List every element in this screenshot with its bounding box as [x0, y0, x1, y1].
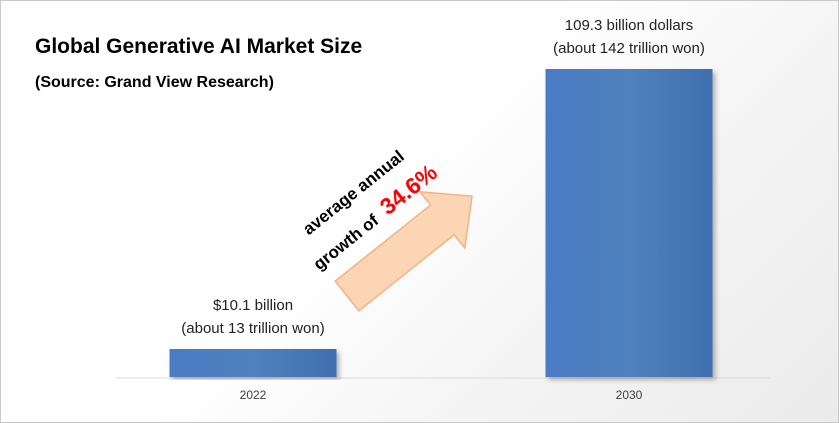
tick-labels-group: 2022 2030 [240, 388, 643, 402]
x-tick-label-2030: 2030 [616, 388, 643, 402]
data-label-2030-line2: (about 142 trillion won) [553, 40, 705, 57]
bar-2022 [169, 349, 337, 377]
growth-arrow: average annual growth of 34.6% [299, 147, 473, 312]
data-labels-group: $10.1 billion (about 13 trillion won) 109.… [181, 17, 705, 337]
chart-title: Global Generative AI Market Size [35, 35, 363, 58]
growth-arrow-shape [334, 190, 473, 312]
data-label-2030-line1: 109.3 billion dollars [565, 17, 693, 34]
bars-group [169, 69, 713, 377]
chart-subtitle: (Source: Grand View Research) [35, 74, 274, 91]
data-label-2022-line1: $10.1 billion [213, 297, 293, 314]
bar-2030 [545, 69, 713, 377]
x-tick-label-2022: 2022 [240, 388, 267, 402]
data-label-2022-line2: (about 13 trillion won) [181, 320, 324, 337]
